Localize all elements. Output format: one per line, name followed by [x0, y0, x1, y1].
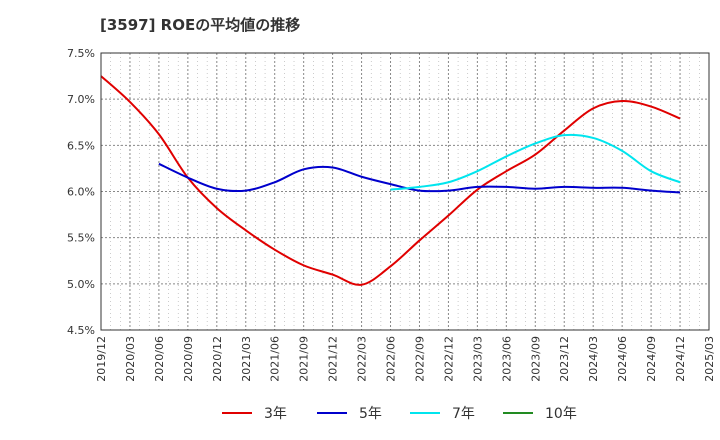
x-tick-label: 2024/12: [674, 336, 687, 382]
x-tick-label: 2021/12: [327, 336, 340, 382]
x-tick-label: 2021/03: [240, 336, 253, 382]
y-axis: 4.5% 5.0% 5.5% 6.0% 6.5% 7.0% 7.5%: [67, 47, 95, 337]
legend: 3年 5年 7年 10年: [222, 406, 577, 422]
y-tick-label: 6.0%: [67, 186, 95, 199]
x-tick-label: 2020/12: [211, 336, 224, 382]
x-tick-label: 2020/03: [124, 336, 137, 382]
legend-label: 10年: [545, 406, 577, 422]
x-tick-label: 2023/12: [558, 336, 571, 382]
x-tick-label: 2024/06: [616, 336, 629, 382]
y-tick-label: 4.5%: [67, 324, 95, 337]
x-tick-label: 2019/12: [95, 336, 108, 382]
x-tick-label: 2021/06: [269, 336, 282, 382]
grid: [100, 52, 710, 331]
y-tick-label: 5.5%: [67, 232, 95, 245]
legend-label: 7年: [452, 406, 475, 422]
x-axis: 2019/12 2020/03 2020/06 2020/09 2020/12 2021/…: [95, 336, 716, 382]
x-tick-label: 2020/09: [182, 336, 195, 382]
x-tick-label: 2023/06: [500, 336, 513, 382]
legend-label: 3年: [264, 406, 287, 422]
y-tick-label: 6.5%: [67, 139, 95, 152]
x-tick-label: 2020/06: [153, 336, 166, 382]
plot-frame: [100, 52, 710, 331]
series-line-7年: [390, 133, 681, 191]
x-tick-label: 2022/03: [356, 336, 369, 382]
x-tick-label: 2024/09: [645, 336, 658, 382]
series-line-3年: [100, 75, 681, 286]
x-tick-label: 2023/09: [529, 336, 542, 382]
x-tick-label: 2023/03: [471, 336, 484, 382]
x-tick-label: 2022/12: [442, 336, 455, 382]
y-tick-label: 7.0%: [67, 93, 95, 106]
y-tick-label: 5.0%: [67, 278, 95, 291]
chart-title: [3597] ROEの平均値の推移: [100, 16, 301, 34]
y-tick-label: 7.5%: [67, 47, 95, 60]
x-tick-label: 2022/09: [413, 336, 426, 382]
x-tick-label: 2024/03: [587, 336, 600, 382]
legend-label: 5年: [359, 406, 382, 422]
series-line-5年: [158, 162, 681, 194]
x-tick-label: 2021/09: [298, 336, 311, 382]
x-tick-label: 2025/03: [703, 336, 716, 382]
x-tick-label: 2022/06: [385, 336, 398, 382]
series-lines: [100, 75, 681, 286]
